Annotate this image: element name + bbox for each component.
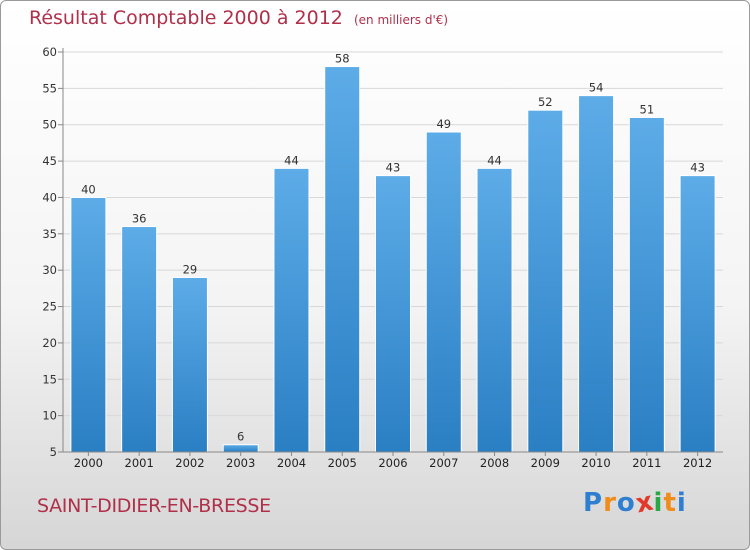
logo-letter: t: [663, 488, 677, 518]
x-tick-label-2011: 2011: [632, 456, 661, 470]
commune-name: SAINT-DIDIER-EN-BRESSE: [37, 495, 271, 517]
x-tick-label-2000: 2000: [74, 456, 103, 470]
x-tick-label-2005: 2005: [328, 456, 357, 470]
data-label-2004: 44: [284, 153, 299, 167]
bar-chart: 5 10 15 20 25 30 35 40 45 50 55 60 2000 2001 2002 2003 2…: [42, 45, 723, 470]
bar-2004: [273, 167, 310, 453]
bar-2003: [222, 444, 259, 453]
x-tick-label-2002: 2002: [175, 456, 204, 470]
bar-2002: [171, 276, 208, 453]
bar-2008: [476, 167, 513, 453]
y-tick-label: 5: [50, 445, 57, 459]
y-tick-label: 55: [42, 81, 57, 95]
x-tick-label-2006: 2006: [378, 456, 407, 470]
x-tick-label-2007: 2007: [429, 456, 458, 470]
chart-subtitle: (en milliers d'€): [353, 13, 449, 27]
data-label-2011: 51: [640, 102, 655, 116]
y-tick-label: 20: [42, 336, 57, 350]
y-tick-label: 45: [42, 154, 57, 168]
data-label-2010: 54: [589, 81, 604, 95]
logo-letter: o: [616, 488, 636, 518]
y-tick-label: 10: [42, 409, 57, 423]
data-label-2007: 49: [436, 117, 451, 131]
data-label-2009: 52: [538, 95, 553, 109]
bar-2011: [628, 116, 665, 453]
label-layer: 40 36 29 6 44 58 43 49 44 52 54 51 43: [81, 52, 705, 444]
bar-2007: [425, 131, 462, 453]
y-tick-label: 30: [42, 263, 57, 277]
chart-title-block: Résultat Comptable 2000 à 2012 (en milli…: [29, 7, 448, 29]
x-tick-label-2004: 2004: [277, 456, 306, 470]
y-tick-label: 35: [42, 227, 57, 241]
x-tick-label-2001: 2001: [125, 456, 154, 470]
proxiti-logo: Proxiti: [583, 486, 687, 519]
bar-2009: [527, 109, 564, 453]
data-label-2006: 43: [386, 161, 401, 175]
x-tick-label-2009: 2009: [531, 456, 560, 470]
x-tick-label-2008: 2008: [480, 456, 509, 470]
axis-layer: 5 10 15 20 25 30 35 40 45 50 55 60 2000 2001 2002 2003 2…: [42, 45, 723, 470]
x-tick-label-2012: 2012: [683, 456, 712, 470]
bar-2006: [375, 175, 411, 453]
logo-letter: i: [653, 488, 664, 518]
y-tick-label: 60: [42, 45, 57, 59]
data-label-2005: 58: [335, 52, 350, 66]
data-label-2003: 6: [237, 430, 244, 444]
data-label-2002: 29: [183, 262, 198, 276]
data-label-2000: 40: [81, 182, 96, 196]
data-label-2012: 43: [690, 161, 705, 175]
bar-2012: [679, 175, 716, 453]
data-label-2008: 44: [487, 153, 502, 167]
y-tick-label: 15: [42, 372, 57, 386]
bar-2001: [121, 226, 158, 453]
logo-letter: i: [676, 488, 687, 518]
logo-letter: P: [583, 488, 604, 518]
bar-2010: [578, 95, 615, 453]
y-tick-label: 40: [42, 190, 57, 204]
bar-2000: [70, 196, 107, 453]
y-tick-label: 25: [42, 300, 57, 314]
x-tick-label-2003: 2003: [226, 456, 255, 470]
y-tick-label: 50: [42, 118, 57, 132]
data-label-2001: 36: [132, 212, 147, 226]
bar-2005: [324, 66, 361, 453]
logo-letter: r: [603, 488, 617, 518]
x-tick-label-2010: 2010: [581, 456, 610, 470]
chart-title: Résultat Comptable 2000 à 2012: [29, 7, 343, 29]
